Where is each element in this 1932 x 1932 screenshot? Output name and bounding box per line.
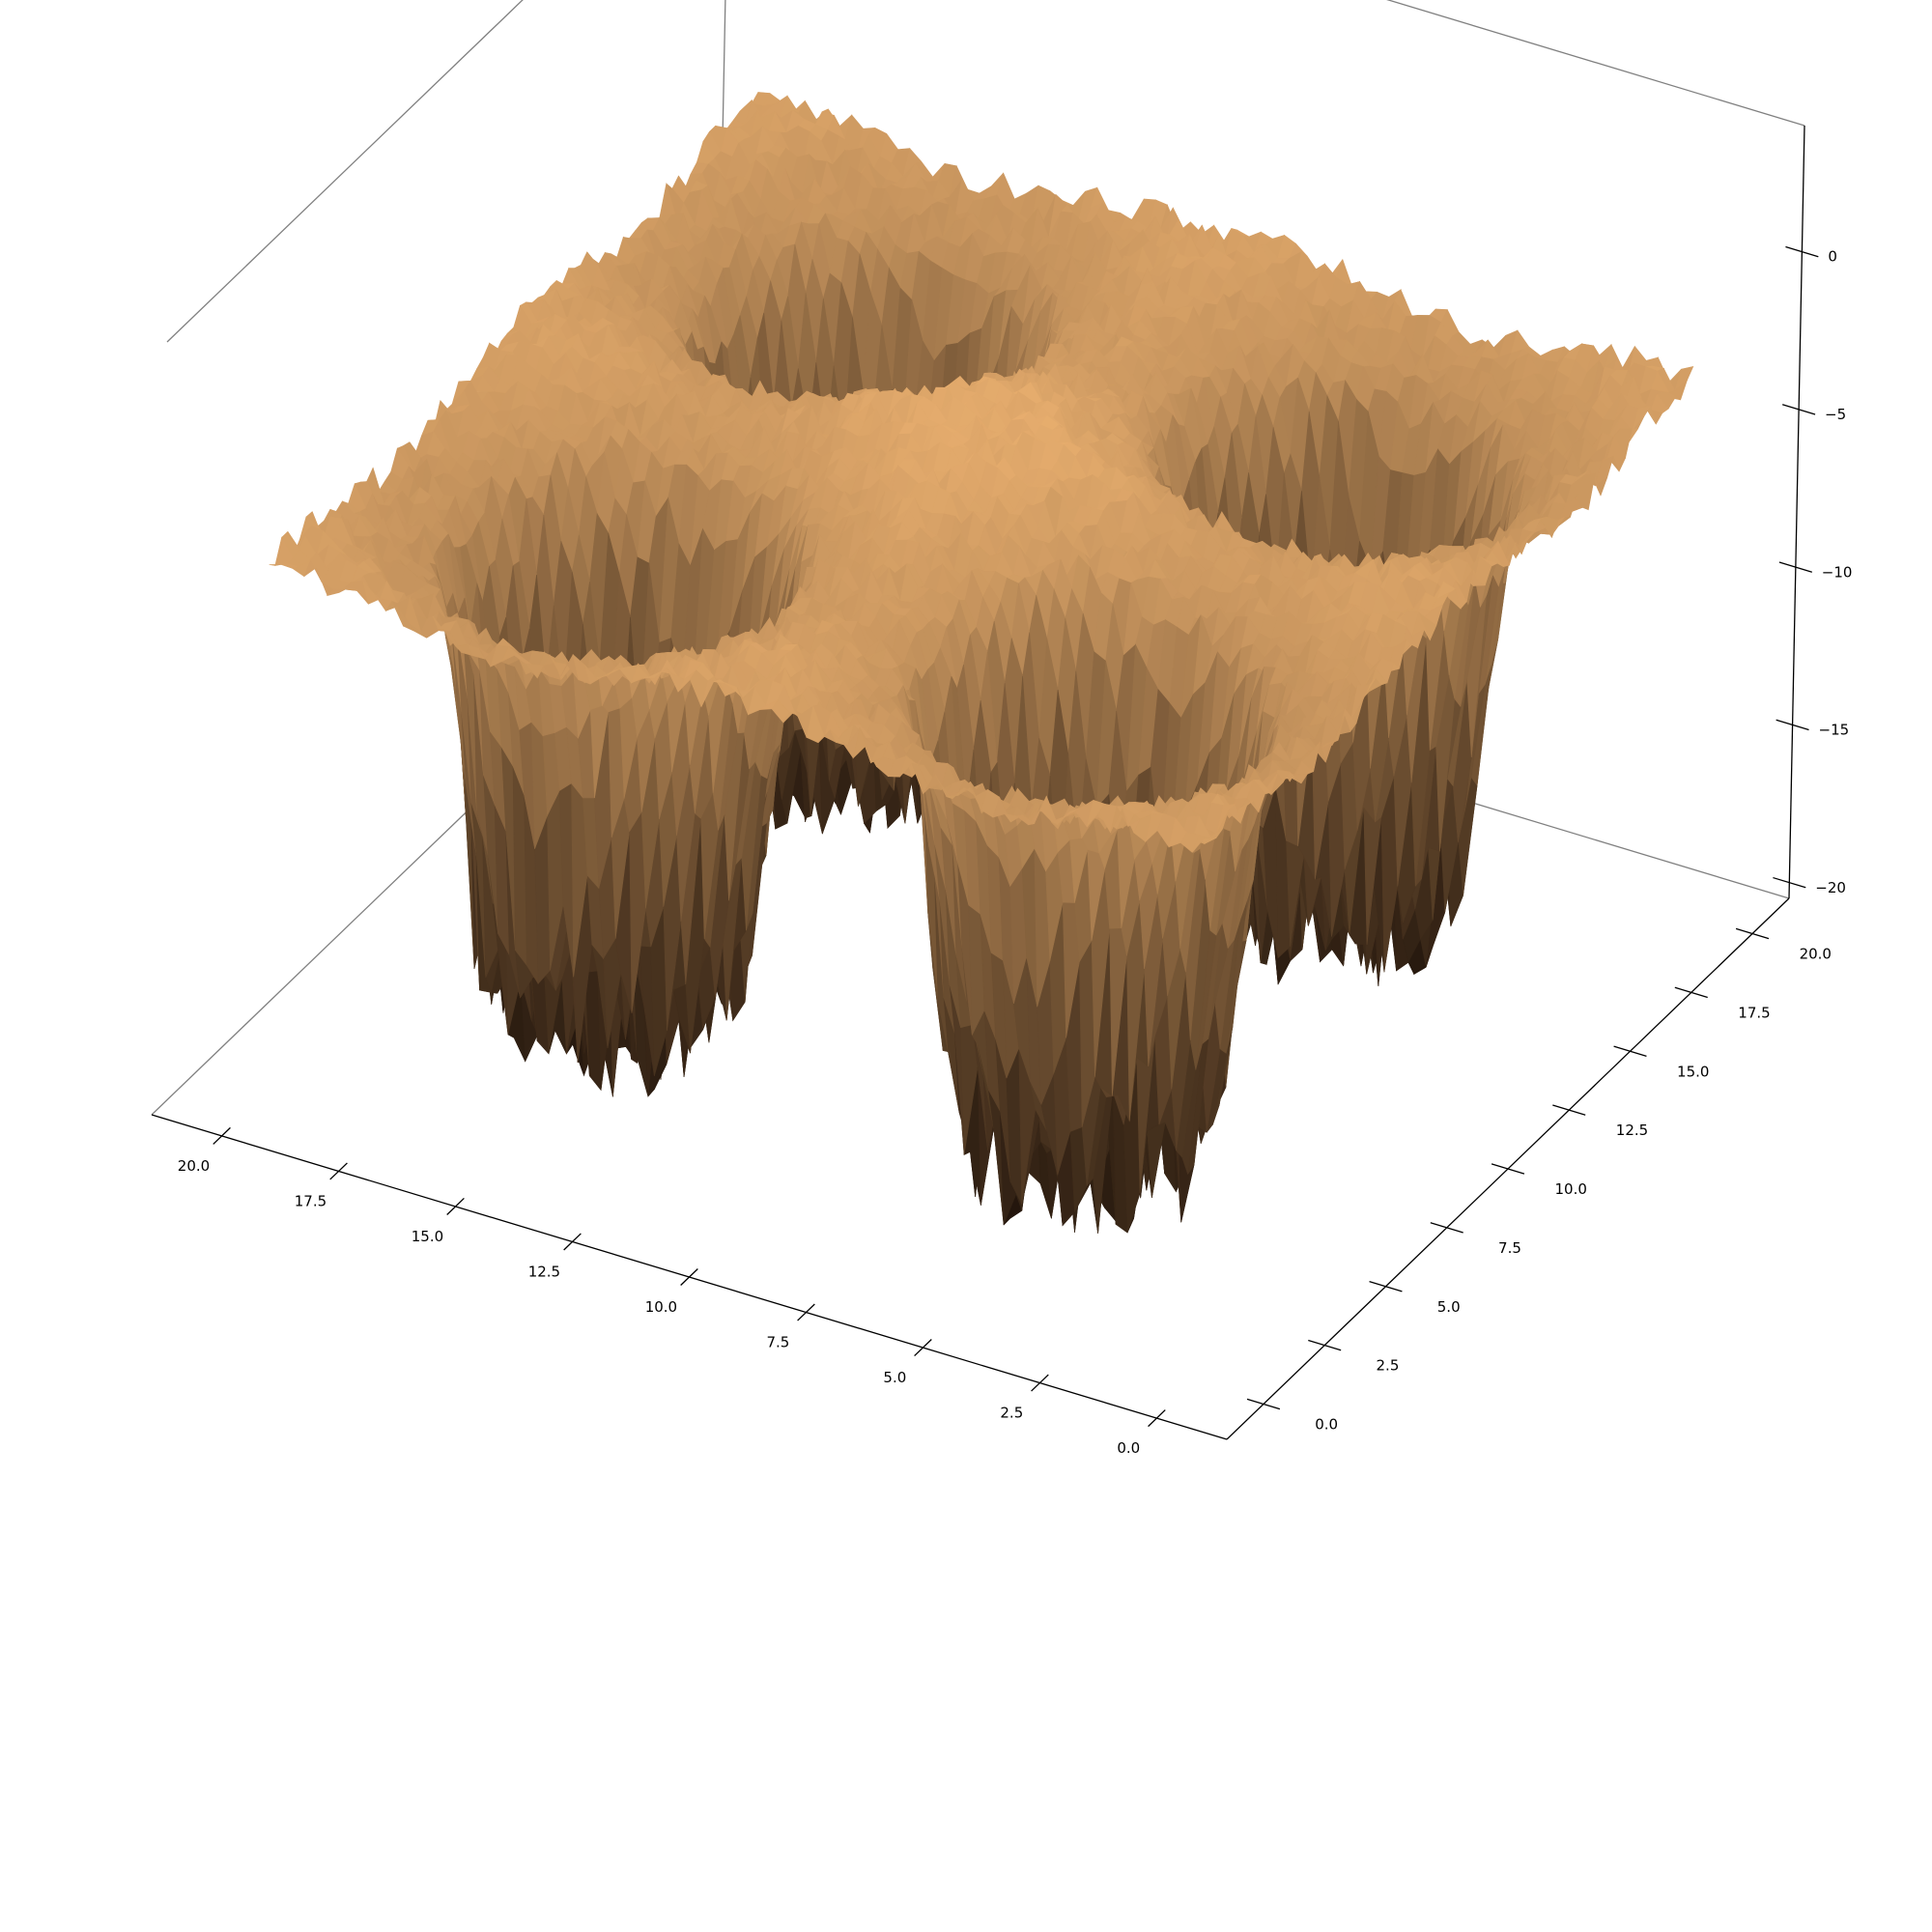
pane-edge: [166, 0, 524, 343]
surface: [269, 92, 1694, 1234]
pane-edge: [1386, 0, 1805, 127]
